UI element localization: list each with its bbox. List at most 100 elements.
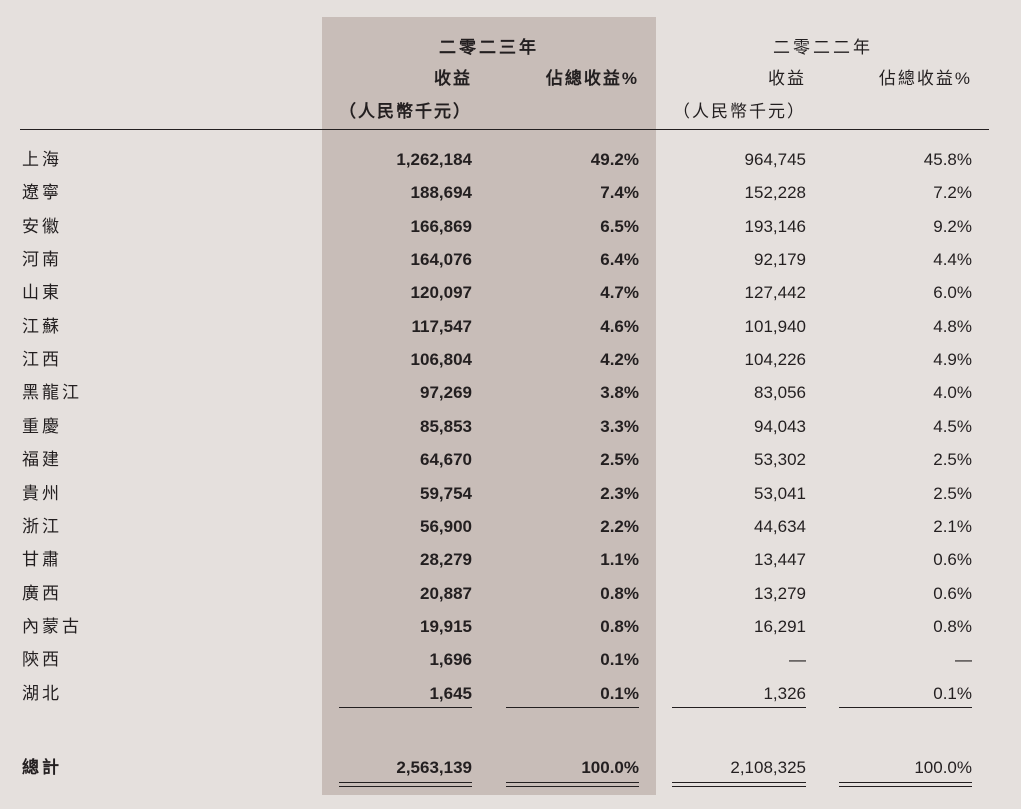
pct-2022: 2.1% xyxy=(933,516,972,536)
pct-2023: 0.1% xyxy=(600,683,639,703)
pct-2023: 7.4% xyxy=(600,183,639,203)
total-label: 總計 xyxy=(22,758,62,777)
region-label: 安徽 xyxy=(22,216,62,236)
pct-2022: 2.5% xyxy=(933,483,972,503)
table-row: 浙江 56,900 2.2% 44,634 2.1% xyxy=(0,513,1021,541)
pct-2022: 9.2% xyxy=(933,216,972,236)
revenue-2023: 20,887 xyxy=(420,583,472,603)
total-revenue-2023: 2,563,139 xyxy=(396,758,472,777)
pct-2023: 2.5% xyxy=(600,450,639,470)
revenue-2022: 16,291 xyxy=(754,616,806,636)
region-label: 陝西 xyxy=(22,650,62,670)
revenue-2022: — xyxy=(789,650,806,670)
pct-2023: 4.7% xyxy=(600,283,639,303)
revenue-2022: 53,041 xyxy=(754,483,806,503)
region-label: 上海 xyxy=(22,150,62,169)
table-row: 陝西 1,696 0.1% — — xyxy=(0,646,1021,674)
pct-2022: 2.5% xyxy=(933,450,972,470)
revenue-2023: 85,853 xyxy=(420,416,472,436)
subtotal-underline xyxy=(506,707,639,708)
subtotal-underline xyxy=(339,707,472,708)
revenue-2022: 127,442 xyxy=(744,283,806,303)
pct-2023: 0.8% xyxy=(600,616,639,636)
table-row: 廣西 20,887 0.8% 13,279 0.6% xyxy=(0,580,1021,608)
header-pct-2022: 佔總收益% xyxy=(878,69,972,88)
total-pct-2023: 100.0% xyxy=(581,758,639,777)
total-revenue-2022: 2,108,325 xyxy=(730,758,806,777)
table-row: 遼寧 188,694 7.4% 152,228 7.2% xyxy=(0,179,1021,207)
subtotal-underline xyxy=(672,707,806,708)
revenue-2022: 101,940 xyxy=(744,316,806,336)
region-label: 山東 xyxy=(22,283,62,303)
table-row: 重慶 85,853 3.3% 94,043 4.5% xyxy=(0,413,1021,441)
header-revenue-2022: 收益 xyxy=(768,69,806,88)
pct-2022: 0.6% xyxy=(933,583,972,603)
revenue-2022: 83,056 xyxy=(754,383,806,403)
table-row: 福建 64,670 2.5% 53,302 2.5% xyxy=(0,446,1021,474)
pct-2022: 45.8% xyxy=(923,150,972,169)
revenue-2023: 117,547 xyxy=(411,316,472,336)
header-year-2022: 二零二二年 xyxy=(773,38,873,57)
region-label: 湖北 xyxy=(22,683,62,703)
pct-2022: 6.0% xyxy=(933,283,972,303)
pct-2022: 4.8% xyxy=(933,316,972,336)
region-label: 河南 xyxy=(22,250,62,270)
pct-2022: 4.5% xyxy=(933,416,972,436)
pct-2023: 0.8% xyxy=(600,583,639,603)
subtotal-underline xyxy=(839,707,972,708)
pct-2023: 6.4% xyxy=(600,250,639,270)
pct-2023: 4.2% xyxy=(600,350,639,370)
pct-2022: 0.6% xyxy=(933,550,972,570)
pct-2023: 3.8% xyxy=(600,383,639,403)
revenue-2022: 13,447 xyxy=(754,550,806,570)
region-label: 貴州 xyxy=(22,483,62,503)
revenue-2022: 964,745 xyxy=(744,150,806,169)
table-row: 江蘇 117,547 4.6% 101,940 4.8% xyxy=(0,313,1021,341)
table-row: 上海 1,262,184 49.2% 964,745 45.8% xyxy=(0,146,1021,174)
pct-2023: 6.5% xyxy=(600,216,639,236)
pct-2022: 4.0% xyxy=(933,383,972,403)
region-label: 江蘇 xyxy=(22,316,62,336)
revenue-2022: 193,146 xyxy=(744,216,806,236)
header-unit-2022: （人民幣千元） xyxy=(673,102,806,121)
header-unit-2023: （人民幣千元） xyxy=(339,102,472,121)
pct-2023: 3.3% xyxy=(600,416,639,436)
total-double-underline xyxy=(339,782,472,787)
region-label: 福建 xyxy=(22,450,62,470)
total-pct-2022: 100.0% xyxy=(914,758,972,777)
table-row: 甘肅 28,279 1.1% 13,447 0.6% xyxy=(0,546,1021,574)
revenue-2022: 13,279 xyxy=(754,583,806,603)
revenue-2022: 1,326 xyxy=(763,683,806,703)
pct-2023: 2.2% xyxy=(600,516,639,536)
revenue-2023: 64,670 xyxy=(420,450,472,470)
region-label: 重慶 xyxy=(22,416,62,436)
region-label: 遼寧 xyxy=(22,183,62,203)
revenue-2023: 1,645 xyxy=(429,683,472,703)
pct-2022: 4.4% xyxy=(933,250,972,270)
revenue-2023: 28,279 xyxy=(420,550,472,570)
revenue-2023: 97,269 xyxy=(420,383,472,403)
pct-2023: 2.3% xyxy=(600,483,639,503)
revenue-2023: 59,754 xyxy=(420,483,472,503)
table-row: 黑龍江 97,269 3.8% 83,056 4.0% xyxy=(0,379,1021,407)
pct-2022: 7.2% xyxy=(933,183,972,203)
revenue-2023: 188,694 xyxy=(410,183,472,203)
revenue-2023: 19,915 xyxy=(420,616,472,636)
pct-2023: 4.6% xyxy=(600,316,639,336)
pct-2023: 49.2% xyxy=(590,150,639,169)
table-row: 江西 106,804 4.2% 104,226 4.9% xyxy=(0,346,1021,374)
total-double-underline xyxy=(672,782,806,787)
table-row: 河南 164,076 6.4% 92,179 4.4% xyxy=(0,246,1021,274)
total-row: 總計 2,563,139 100.0% 2,108,325 100.0% xyxy=(0,754,1021,782)
pct-2022: — xyxy=(955,650,972,670)
revenue-2022: 44,634 xyxy=(754,516,806,536)
table-row: 內蒙古 19,915 0.8% 16,291 0.8% xyxy=(0,613,1021,641)
table-row: 安徽 166,869 6.5% 193,146 9.2% xyxy=(0,213,1021,241)
revenue-2023: 106,804 xyxy=(410,350,472,370)
pct-2022: 0.1% xyxy=(933,683,972,703)
table-row: 山東 120,097 4.7% 127,442 6.0% xyxy=(0,279,1021,307)
table-row: 貴州 59,754 2.3% 53,041 2.5% xyxy=(0,480,1021,508)
region-label: 浙江 xyxy=(22,516,62,536)
table-row: 湖北 1,645 0.1% 1,326 0.1% xyxy=(0,680,1021,708)
revenue-2022: 152,228 xyxy=(744,183,806,203)
